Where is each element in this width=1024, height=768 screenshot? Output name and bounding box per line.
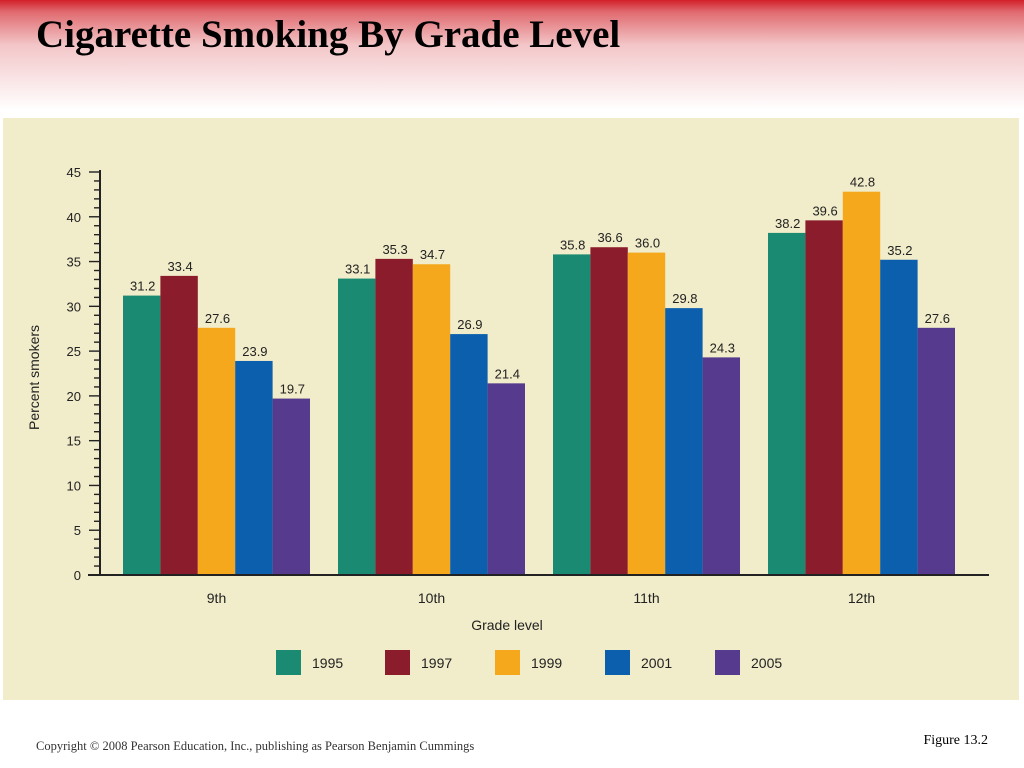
bar-1999-11th: [627, 252, 666, 575]
bar-2001-12th: [880, 259, 918, 575]
bar-2001-9th: [235, 360, 273, 575]
legend-swatch-1997: [385, 650, 410, 675]
bar-1999-10th: [412, 264, 451, 575]
bar-1997-11th: [590, 247, 628, 575]
y-tick-label: 5: [74, 523, 81, 538]
legend-swatch-1999: [495, 650, 520, 675]
legend-label: 2005: [751, 655, 782, 671]
bar-2001-10th: [450, 334, 488, 575]
bar-2005-12th: [917, 327, 955, 575]
bar-2001-11th: [665, 308, 703, 575]
y-axis-label: Percent smokers: [26, 325, 42, 430]
y-tick-label: 45: [67, 165, 81, 180]
copyright-text: Copyright © 2008 Pearson Education, Inc.…: [36, 739, 475, 753]
y-tick-label: 15: [67, 434, 81, 449]
data-label: 36.0: [635, 236, 660, 251]
x-tick-label: 10th: [418, 590, 445, 606]
data-label: 33.1: [345, 262, 370, 277]
bar-2005-11th: [702, 357, 740, 575]
y-tick-label: 40: [67, 210, 81, 225]
data-label: 34.7: [420, 247, 445, 262]
data-label: 29.8: [672, 291, 697, 306]
data-label: 36.6: [597, 230, 622, 245]
data-label: 39.6: [812, 203, 837, 218]
data-label: 26.9: [457, 317, 482, 332]
data-label: 27.6: [925, 311, 950, 326]
data-label: 21.4: [495, 366, 520, 381]
y-tick-label: 20: [67, 389, 81, 404]
y-tick-label: 35: [67, 255, 81, 270]
legend-swatch-1995: [276, 650, 301, 675]
data-label: 35.2: [887, 243, 912, 258]
bar-1995-11th: [553, 254, 591, 575]
bar-1997-10th: [375, 258, 413, 575]
x-axis-label: Grade level: [471, 617, 543, 633]
bar-1995-9th: [123, 295, 161, 575]
y-tick-label: 30: [67, 299, 81, 314]
bar-1999-9th: [197, 327, 236, 575]
bar-1995-12th: [768, 232, 806, 576]
data-label: 24.3: [710, 340, 735, 355]
figure-panel: 0 5 10 15 20 25 30 35 40 45 Percent smokers 31.2 33.…: [3, 118, 1019, 700]
bar-1995-10th: [338, 278, 376, 575]
title-banner: [0, 0, 1024, 130]
data-label: 33.4: [167, 259, 192, 274]
figure-reference: Figure 13.2: [923, 733, 988, 748]
y-tick-label: 0: [74, 568, 81, 583]
bar-2005-9th: [272, 398, 310, 575]
legend-swatch-2001: [605, 650, 630, 675]
legend-label: 1997: [421, 655, 452, 671]
legend-label: 1995: [312, 655, 343, 671]
data-label: 23.9: [242, 344, 267, 359]
x-tick-label: 11th: [633, 590, 659, 606]
bar-1997-9th: [160, 275, 198, 575]
bar-1999-12th: [842, 191, 881, 576]
y-tick-label: 10: [67, 478, 81, 493]
legend-swatch-2005: [715, 650, 740, 675]
data-label: 38.2: [775, 216, 800, 231]
bar-2005-10th: [487, 383, 525, 575]
data-label: 19.7: [280, 382, 305, 397]
y-tick-label: 25: [67, 344, 81, 359]
legend-label: 1999: [531, 655, 562, 671]
data-label: 35.3: [382, 242, 407, 257]
data-label: 27.6: [205, 311, 230, 326]
data-label: 31.2: [130, 279, 155, 294]
x-tick-label: 12th: [848, 590, 875, 606]
data-label: 35.8: [560, 237, 585, 252]
bar-chart: 0 5 10 15 20 25 30 35 40 45 Percent smokers 31.2 33.…: [26, 165, 989, 675]
slide-title: Cigarette Smoking By Grade Level: [36, 13, 621, 56]
x-tick-label: 9th: [207, 590, 226, 606]
data-label: 42.8: [850, 175, 875, 190]
legend-label: 2001: [641, 655, 672, 671]
bar-1997-12th: [805, 220, 843, 576]
